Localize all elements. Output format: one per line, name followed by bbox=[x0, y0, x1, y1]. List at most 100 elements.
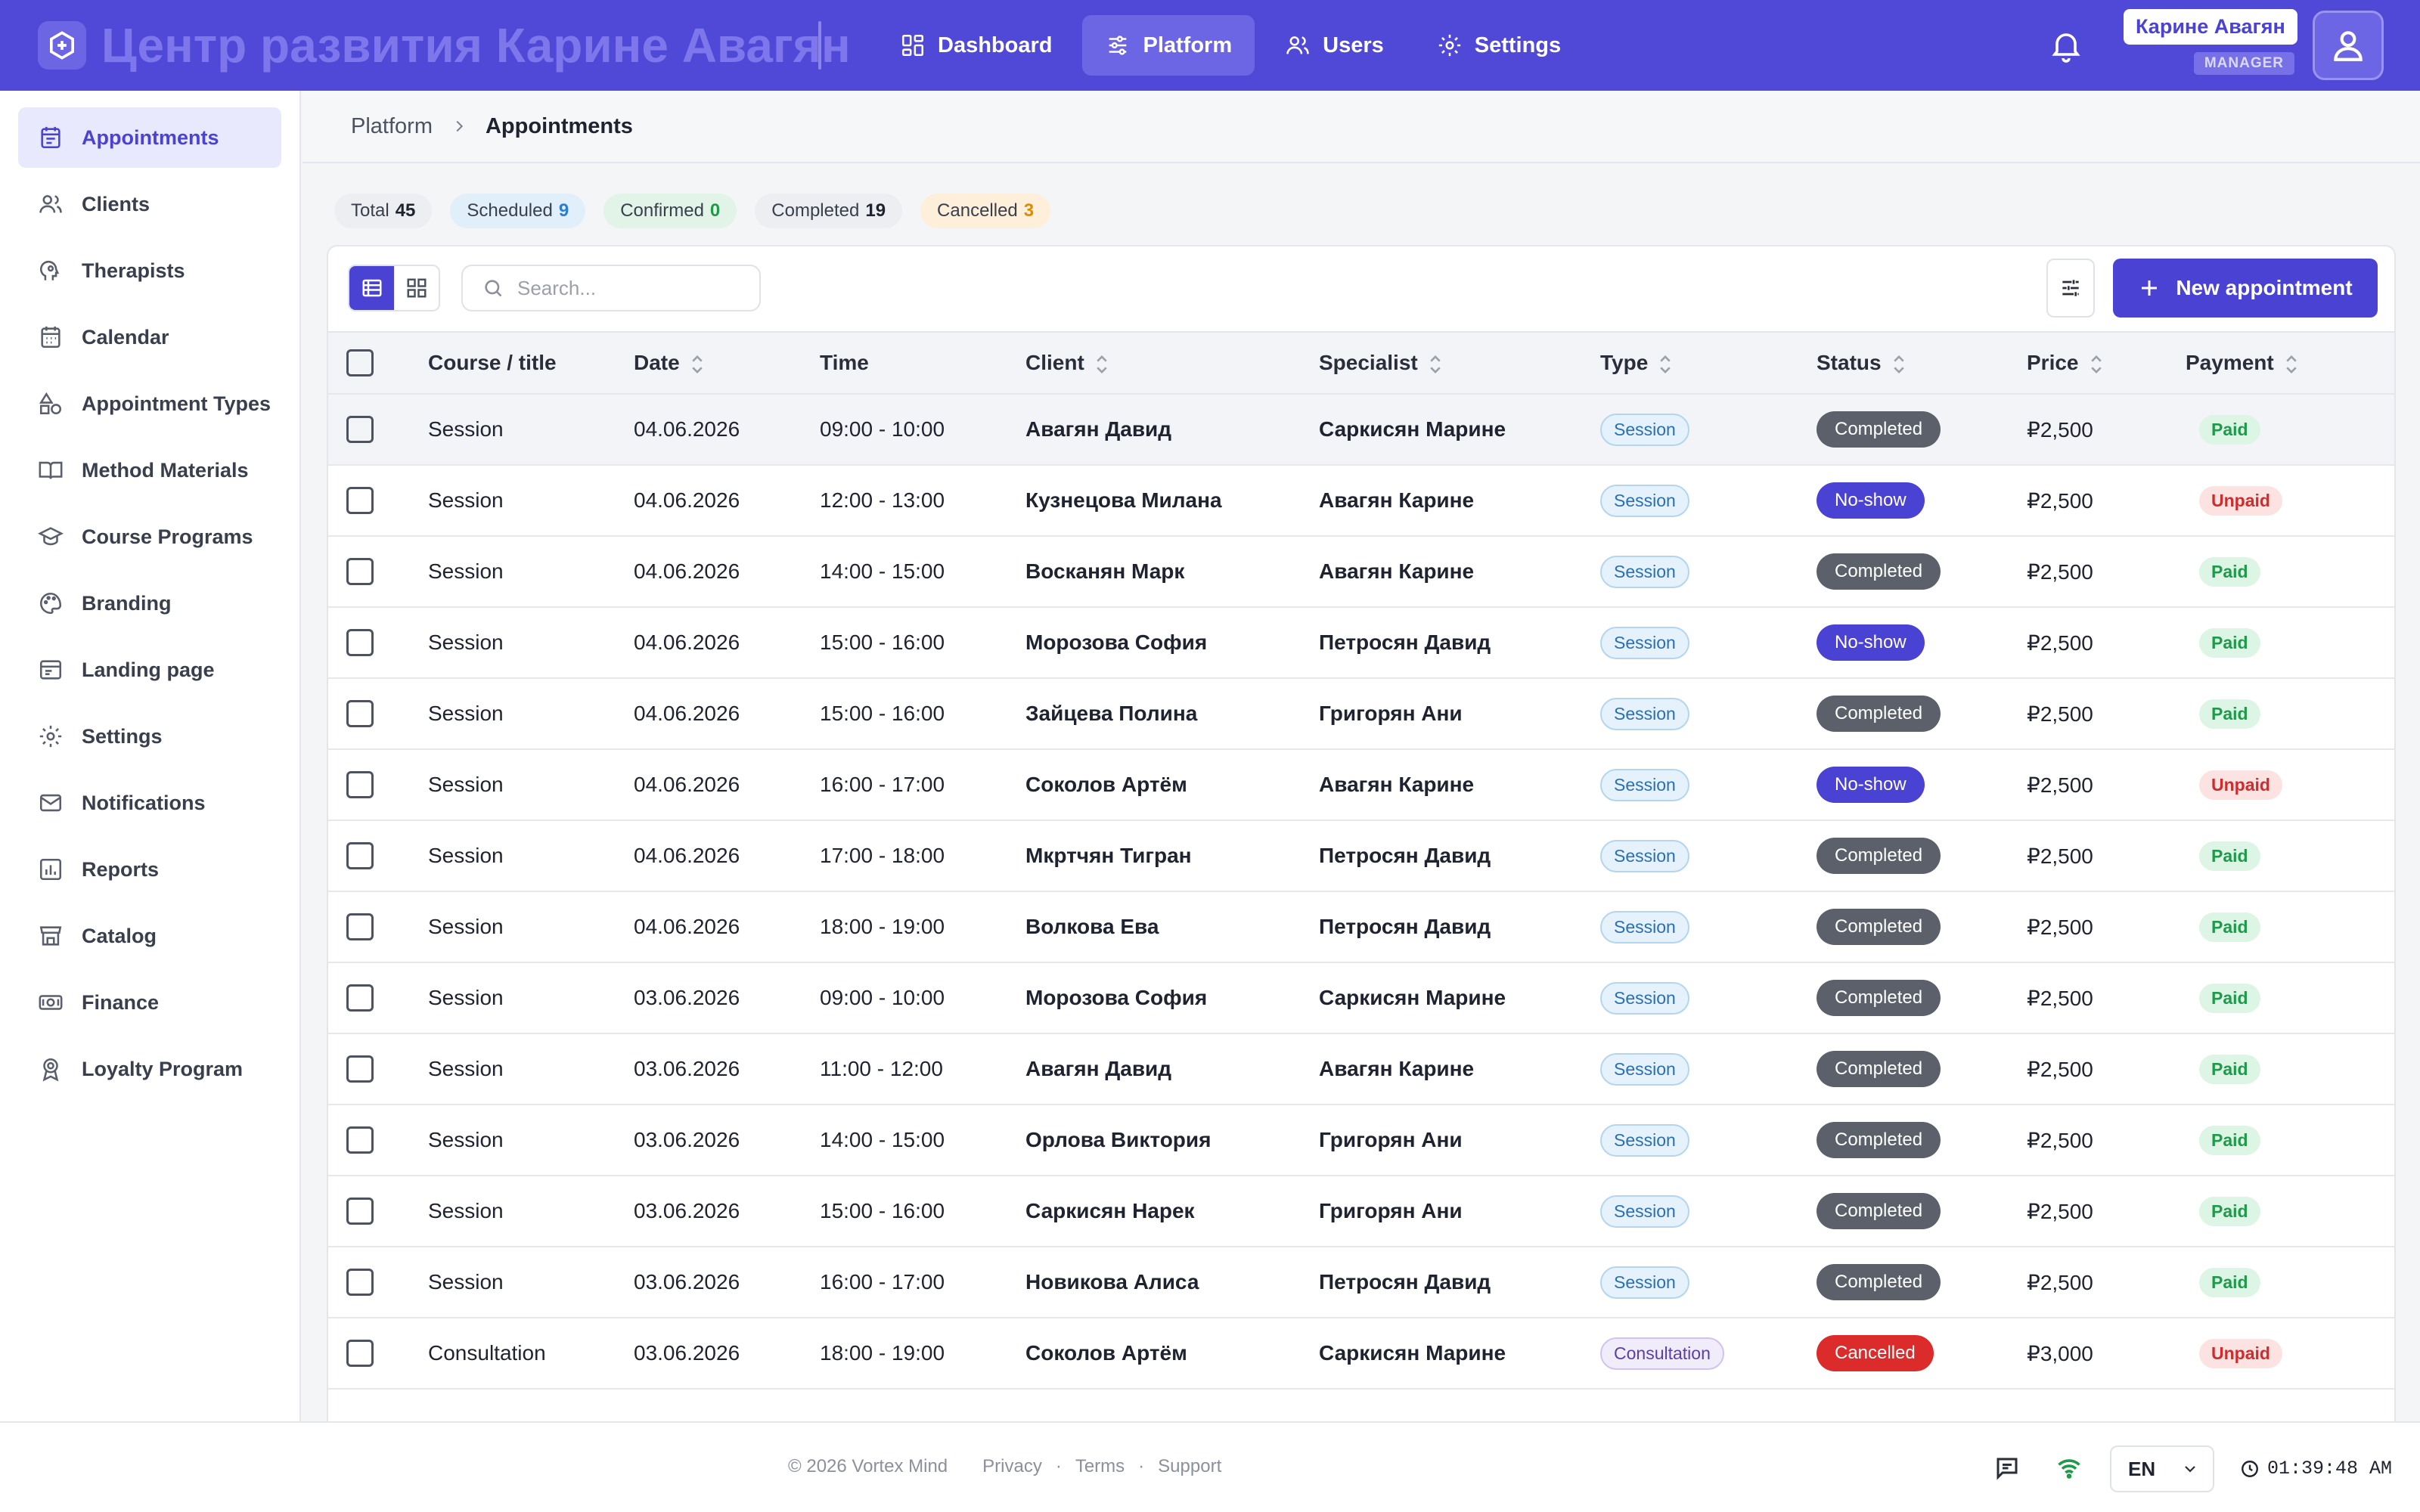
table-row[interactable]: Consultation 03.06.2026 18:00 - 19:00 Сокол… bbox=[328, 1318, 2394, 1390]
table-row[interactable]: Session 04.06.2026 17:00 - 18:00 Мкртчян Ти… bbox=[328, 820, 2394, 892]
col-header-date[interactable]: Date bbox=[634, 331, 820, 395]
breadcrumb-parent[interactable]: Platform bbox=[351, 113, 433, 138]
sidebar-item-loyalty-program[interactable]: Loyalty Program bbox=[18, 1039, 281, 1099]
row-checkbox[interactable] bbox=[346, 842, 374, 869]
user-badge[interactable]: Карине Авагян MANAGER bbox=[2124, 9, 2297, 75]
row-menu-button[interactable] bbox=[2358, 1129, 2394, 1151]
row-checkbox[interactable] bbox=[346, 416, 374, 443]
row-menu-button[interactable] bbox=[2358, 987, 2394, 1009]
table-row[interactable]: Session 03.06.2026 09:00 - 10:00 Морозова С… bbox=[328, 962, 2394, 1034]
footer-link-support[interactable]: Support bbox=[1158, 1456, 1222, 1476]
table-row[interactable]: Session 03.06.2026 16:00 - 17:00 Новикова А… bbox=[328, 1247, 2394, 1318]
table-row[interactable]: Session 04.06.2026 09:00 - 10:00 Авагян Дав… bbox=[328, 394, 2394, 466]
table-row[interactable]: Session 03.06.2026 14:00 - 15:00 Орлова Вик… bbox=[328, 1105, 2394, 1176]
row-menu-button[interactable] bbox=[2358, 1271, 2394, 1294]
sidebar-item-label: Method Materials bbox=[82, 458, 249, 482]
col-header-time[interactable]: Time bbox=[820, 331, 1025, 395]
nav-platform[interactable]: Platform bbox=[1082, 15, 1255, 76]
sidebar-item-reports[interactable]: Reports bbox=[18, 839, 281, 900]
row-menu-button[interactable] bbox=[2358, 1200, 2394, 1222]
stat-chip[interactable]: Cancelled 3 bbox=[920, 194, 1051, 228]
row-menu-button[interactable] bbox=[2358, 560, 2394, 583]
sidebar-item-therapists[interactable]: Therapists bbox=[18, 240, 281, 301]
stat-label: Confirmed bbox=[620, 200, 704, 221]
nav-dashboard[interactable]: Dashboard bbox=[877, 15, 1075, 76]
users-icon bbox=[1286, 36, 1309, 54]
row-menu-button[interactable] bbox=[2358, 1342, 2394, 1365]
col-header-client[interactable]: Client bbox=[1025, 331, 1319, 395]
filter-button[interactable] bbox=[2046, 259, 2095, 318]
sidebar-item-settings[interactable]: Settings bbox=[18, 706, 281, 767]
stat-label: Cancelled bbox=[937, 200, 1018, 221]
bell-icon[interactable] bbox=[2048, 26, 2084, 65]
table-row[interactable]: Session 04.06.2026 18:00 - 19:00 Волкова Ев… bbox=[328, 891, 2394, 963]
stat-chip[interactable]: Confirmed 0 bbox=[603, 194, 737, 228]
new-appointment-button[interactable]: New appointment bbox=[2113, 259, 2378, 318]
row-checkbox[interactable] bbox=[346, 629, 374, 656]
table-body: Session 04.06.2026 09:00 - 10:00 Авагян Дав… bbox=[328, 394, 2394, 1390]
sidebar-item-branding[interactable]: Branding bbox=[18, 573, 281, 634]
nav-settings[interactable]: Settings bbox=[1414, 15, 1584, 76]
row-checkbox[interactable] bbox=[346, 913, 374, 940]
table-row[interactable]: Session 04.06.2026 16:00 - 17:00 Соколов Ар… bbox=[328, 749, 2394, 821]
col-header-specialist[interactable]: Specialist bbox=[1319, 331, 1600, 395]
sidebar-item-appointment-types[interactable]: Appointment Types bbox=[18, 373, 281, 434]
list-view-button[interactable] bbox=[349, 266, 394, 310]
col-header-price[interactable]: Price bbox=[2027, 331, 2186, 395]
footer-link-terms[interactable]: Terms bbox=[1075, 1456, 1125, 1476]
avatar[interactable] bbox=[2313, 11, 2384, 80]
sidebar-item-appointments[interactable]: Appointments bbox=[18, 107, 281, 168]
table-row[interactable]: Session 03.06.2026 15:00 - 16:00 Саркисян Н… bbox=[328, 1176, 2394, 1247]
row-checkbox[interactable] bbox=[346, 1055, 374, 1083]
stat-chip[interactable]: Total 45 bbox=[334, 194, 433, 228]
cell-date: 04.06.2026 bbox=[634, 891, 820, 963]
search-input[interactable] bbox=[517, 276, 744, 300]
row-menu-button[interactable] bbox=[2358, 1058, 2394, 1080]
row-checkbox[interactable] bbox=[346, 1198, 374, 1225]
row-menu-button[interactable] bbox=[2358, 489, 2394, 512]
row-checkbox[interactable] bbox=[346, 984, 374, 1012]
sidebar-item-catalog[interactable]: Catalog bbox=[18, 906, 281, 966]
row-checkbox[interactable] bbox=[346, 1269, 374, 1296]
col-header-type[interactable]: Type bbox=[1600, 331, 1817, 395]
row-checkbox[interactable] bbox=[346, 487, 374, 514]
row-menu-button[interactable] bbox=[2358, 418, 2394, 441]
row-menu-button[interactable] bbox=[2358, 844, 2394, 867]
row-menu-button[interactable] bbox=[2358, 702, 2394, 725]
table-row[interactable]: Session 04.06.2026 15:00 - 16:00 Зайцева По… bbox=[328, 678, 2394, 750]
select-all-checkbox[interactable] bbox=[346, 349, 374, 376]
sidebar-item-method-materials[interactable]: Method Materials bbox=[18, 440, 281, 500]
nav-users[interactable]: Users bbox=[1262, 15, 1407, 76]
col-header-payment[interactable]: Payment bbox=[2186, 331, 2358, 395]
col-header-status[interactable]: Status bbox=[1817, 331, 2027, 395]
grid-view-button[interactable] bbox=[394, 266, 439, 310]
row-menu-button[interactable] bbox=[2358, 773, 2394, 796]
sidebar-item-finance[interactable]: Finance bbox=[18, 972, 281, 1033]
row-checkbox[interactable] bbox=[346, 1340, 374, 1367]
table-row[interactable]: Session 04.06.2026 15:00 - 16:00 Морозова С… bbox=[328, 607, 2394, 679]
table-row[interactable]: Session 03.06.2026 11:00 - 12:00 Авагян Дав… bbox=[328, 1033, 2394, 1105]
table-row[interactable]: Session 04.06.2026 14:00 - 15:00 Восканян М… bbox=[328, 536, 2394, 608]
gear-icon bbox=[39, 725, 62, 748]
row-menu-button[interactable] bbox=[2358, 631, 2394, 654]
table-row[interactable]: Session 04.06.2026 12:00 - 13:00 Кузнецова … bbox=[328, 465, 2394, 537]
chat-icon[interactable] bbox=[1993, 1455, 2021, 1482]
status-badge: Completed bbox=[1817, 909, 1941, 945]
logo-icon[interactable] bbox=[38, 21, 86, 70]
row-checkbox[interactable] bbox=[346, 700, 374, 727]
col-header-title[interactable]: Course / title bbox=[428, 331, 634, 395]
sidebar-item-notifications[interactable]: Notifications bbox=[18, 773, 281, 833]
sidebar-item-landing-page[interactable]: Landing page bbox=[18, 640, 281, 700]
type-badge: Session bbox=[1600, 1052, 1689, 1086]
stat-chip[interactable]: Completed 19 bbox=[755, 194, 903, 228]
sidebar-item-calendar[interactable]: Calendar bbox=[18, 307, 281, 367]
sidebar-item-clients[interactable]: Clients bbox=[18, 174, 281, 234]
row-menu-button[interactable] bbox=[2358, 916, 2394, 938]
footer-link-privacy[interactable]: Privacy bbox=[982, 1456, 1042, 1476]
row-checkbox[interactable] bbox=[346, 771, 374, 798]
row-checkbox[interactable] bbox=[346, 558, 374, 585]
stat-chip[interactable]: Scheduled 9 bbox=[450, 194, 586, 228]
sidebar-item-course-programs[interactable]: Course Programs bbox=[18, 507, 281, 567]
language-select[interactable]: EN bbox=[2110, 1445, 2214, 1492]
row-checkbox[interactable] bbox=[346, 1126, 374, 1154]
